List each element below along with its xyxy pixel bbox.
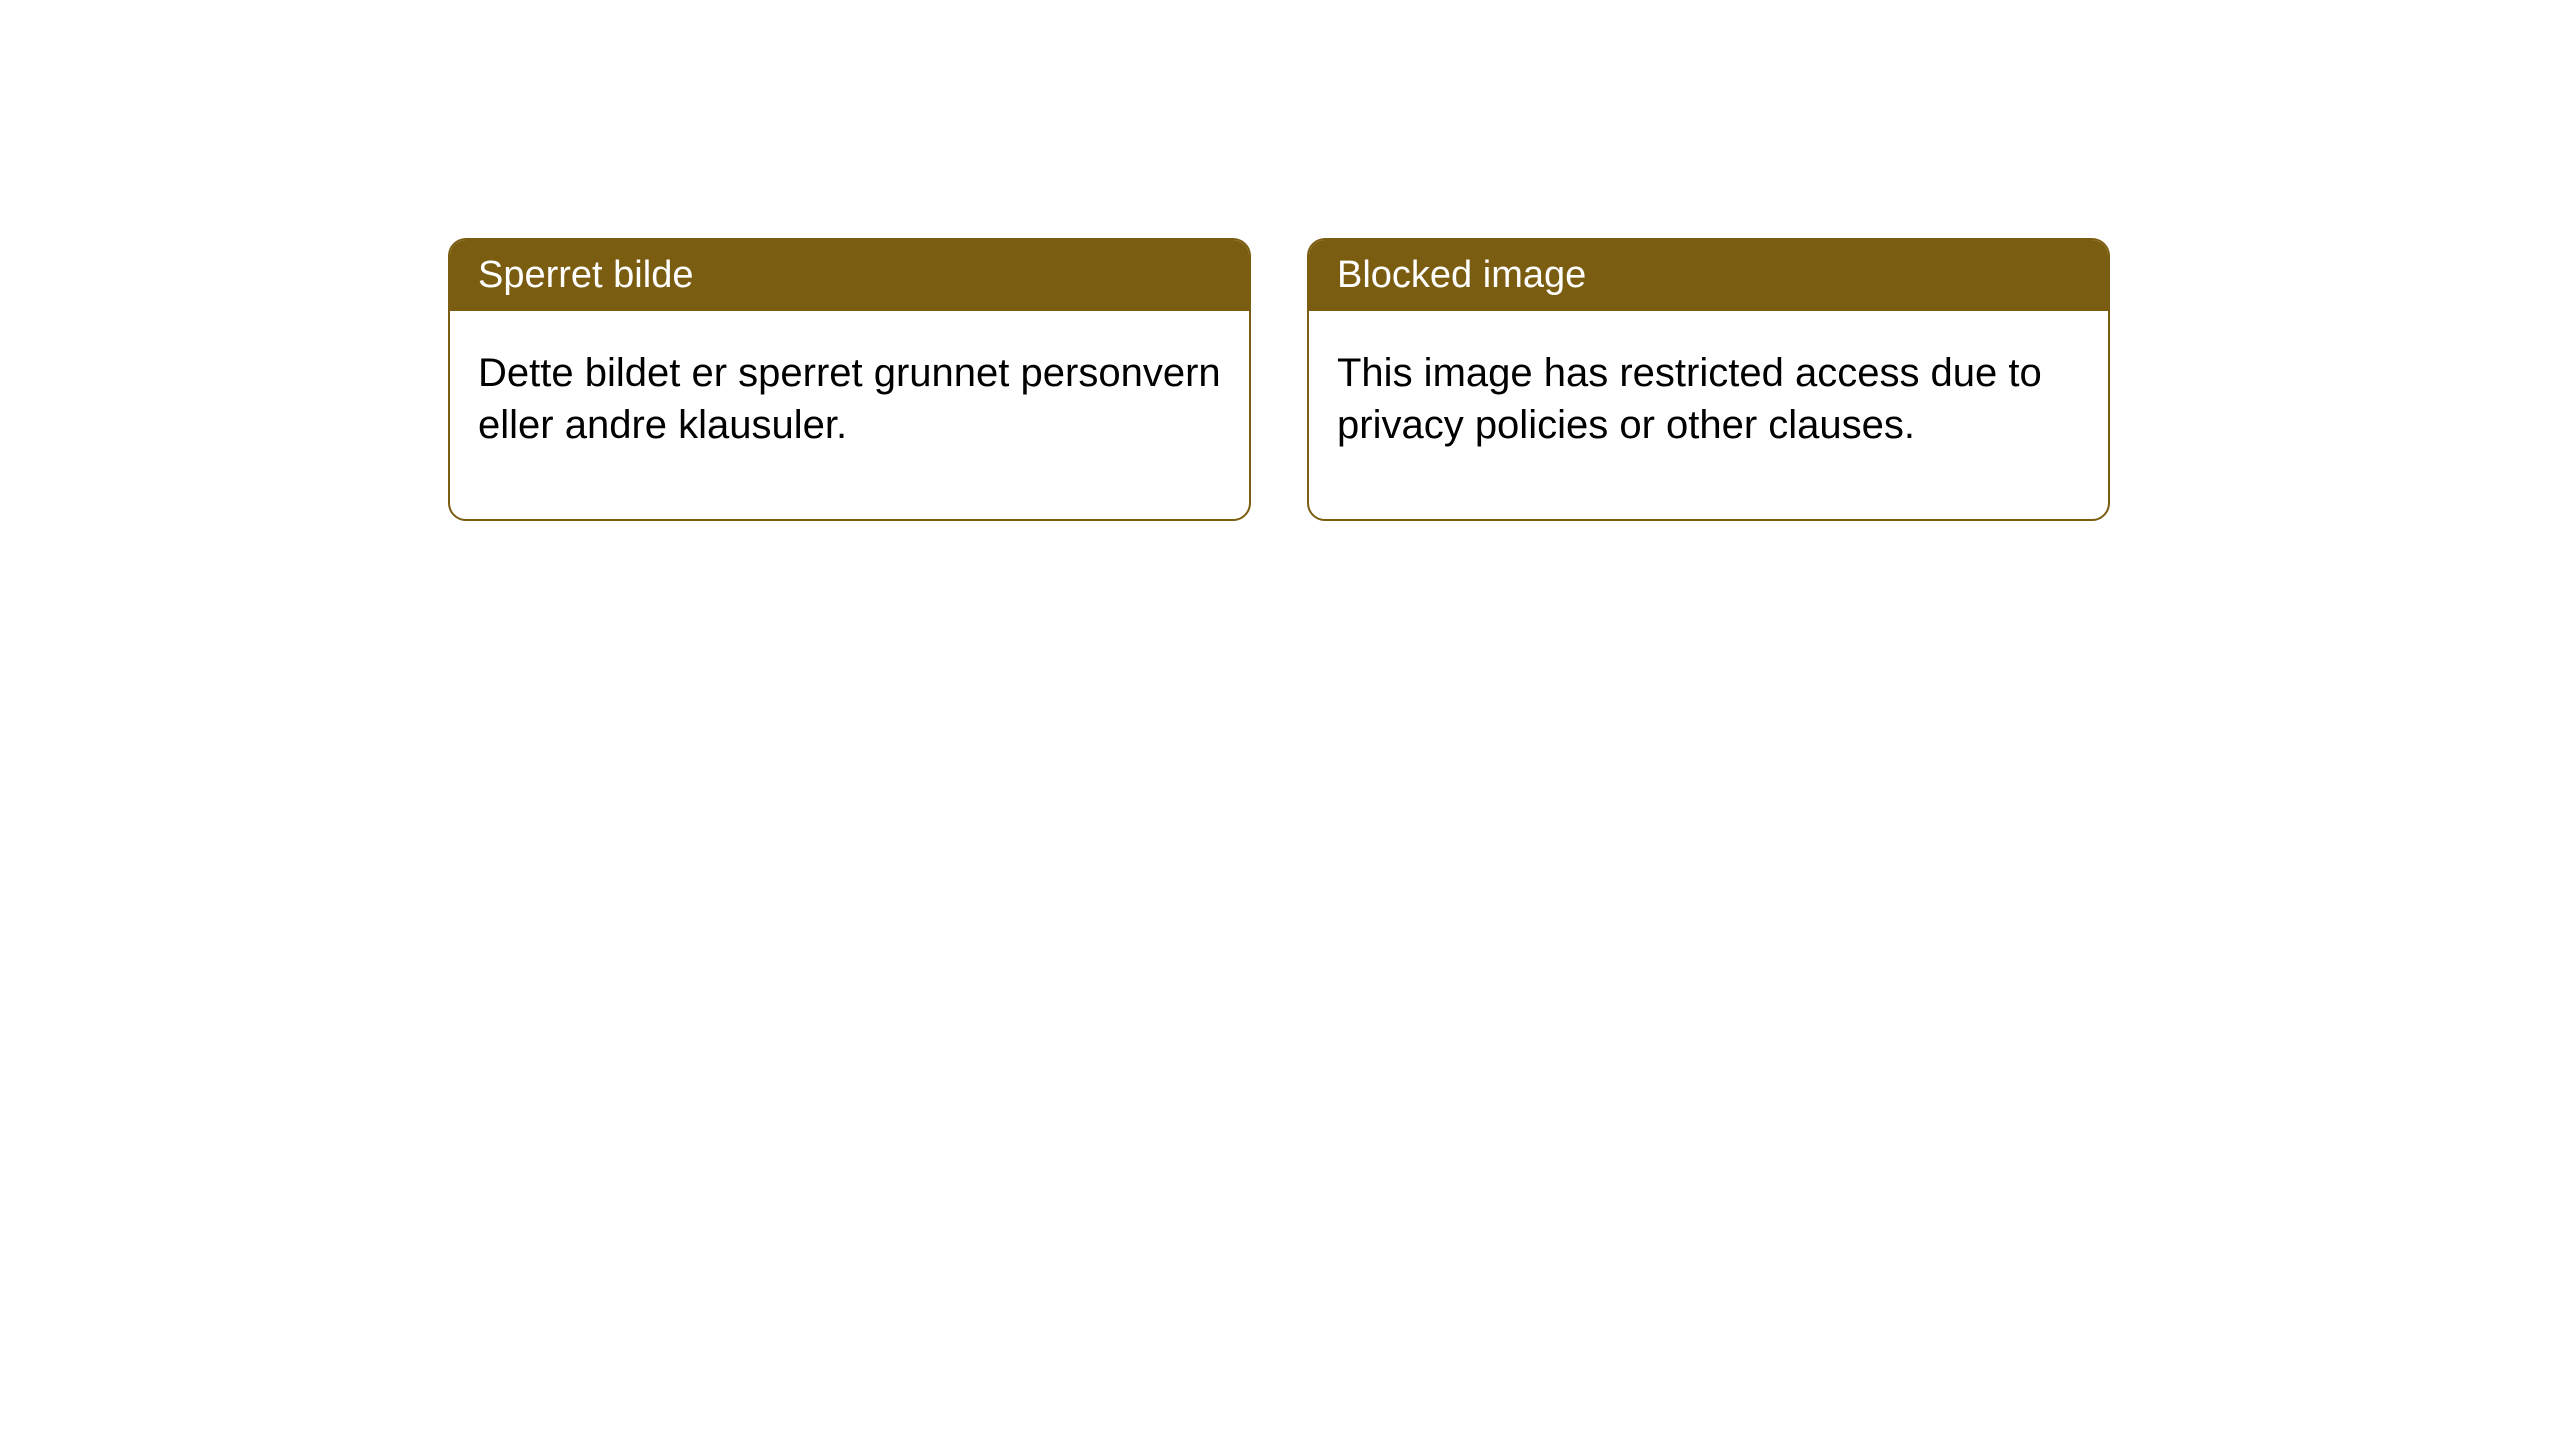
card-body-text: This image has restricted access due to … bbox=[1309, 311, 2108, 519]
notice-cards-container: Sperret bilde Dette bildet er sperret gr… bbox=[448, 238, 2110, 521]
card-title: Blocked image bbox=[1309, 240, 2108, 311]
card-title: Sperret bilde bbox=[450, 240, 1249, 311]
card-body-text: Dette bildet er sperret grunnet personve… bbox=[450, 311, 1249, 519]
blocked-image-card-norwegian: Sperret bilde Dette bildet er sperret gr… bbox=[448, 238, 1251, 521]
blocked-image-card-english: Blocked image This image has restricted … bbox=[1307, 238, 2110, 521]
